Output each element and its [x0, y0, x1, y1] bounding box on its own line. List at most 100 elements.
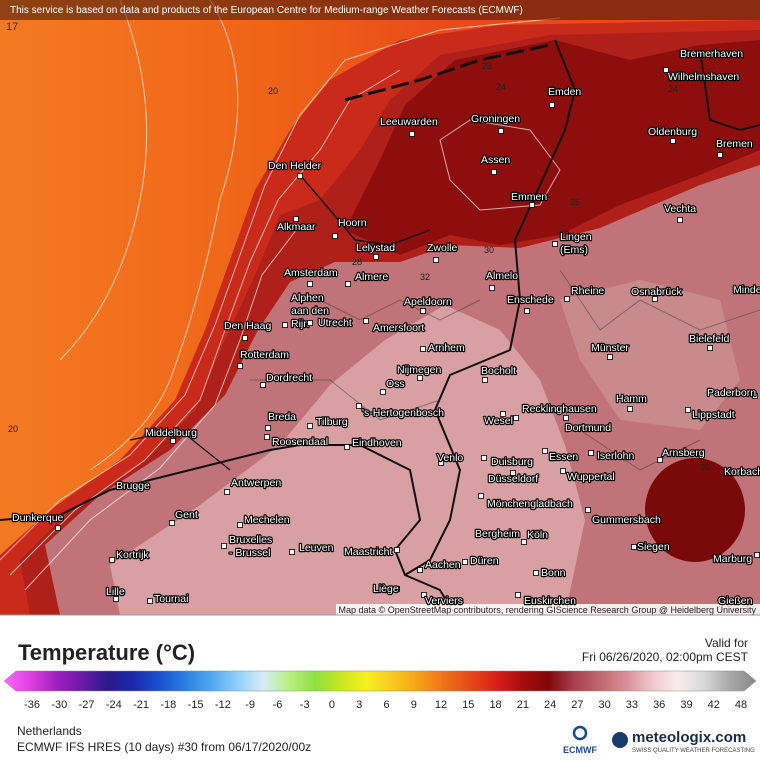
legend-tick: -15: [188, 699, 204, 711]
city-marker: [345, 281, 351, 287]
city-label: Mönchengladbach: [487, 498, 573, 510]
legend-tick: 48: [735, 699, 747, 711]
city-marker: [510, 470, 516, 476]
city-label: Vechta: [664, 203, 696, 215]
city-label: Iserlohn: [597, 450, 635, 462]
city-marker: [670, 138, 676, 144]
city-marker: [113, 596, 119, 602]
city-marker: [657, 457, 663, 463]
city-label: Almelo: [486, 270, 518, 282]
city-marker: [677, 217, 683, 223]
valid-label: Valid for: [705, 636, 748, 650]
city-label: Amersfoort: [373, 322, 424, 334]
city-marker: [717, 152, 723, 158]
attribution: Map data © OpenStreetMap contributors, r…: [339, 605, 757, 615]
city-marker: [344, 444, 350, 450]
legend-tick: 36: [653, 699, 665, 711]
city-marker: [515, 592, 521, 598]
legend-tick: -12: [215, 699, 231, 711]
city-marker: [481, 455, 487, 461]
city-marker: [549, 102, 555, 108]
isotherm-label: 20: [268, 86, 278, 96]
legend-tick: -6: [273, 699, 283, 711]
city-marker: [752, 393, 758, 399]
city-marker: [521, 539, 527, 545]
city-label: Kortrijk: [116, 549, 149, 561]
city-label: Venlo: [437, 452, 463, 464]
city-label: Siegen: [637, 541, 670, 553]
city-marker: [588, 450, 594, 456]
city-marker: [552, 241, 558, 247]
city-marker: [489, 285, 495, 291]
city-marker: [754, 552, 760, 558]
city-marker: [652, 296, 658, 302]
city-marker: [627, 406, 633, 412]
city-label: Apeldoorn: [404, 296, 452, 308]
city-label: Bergheim: [475, 528, 520, 540]
city-label: Wuppertal: [567, 471, 615, 483]
legend-tick: 24: [544, 699, 556, 711]
attribution-bar: [336, 604, 760, 616]
city-label: Oss: [386, 378, 405, 390]
city-marker: [169, 520, 175, 526]
isotherms: [0, 0, 560, 590]
brand-logo: [612, 732, 628, 748]
city-marker: [289, 549, 295, 555]
city-marker: [685, 407, 691, 413]
legend-tick: 42: [708, 699, 720, 711]
city-label: Dunkerque: [12, 512, 64, 524]
city-marker: [307, 423, 313, 429]
land: [560, 280, 740, 430]
map: [0, 0, 760, 615]
legend-tick: 30: [599, 699, 611, 711]
city-marker: [55, 525, 61, 531]
city-label: Middelburg: [145, 427, 197, 439]
brand: meteologix.com: [632, 729, 746, 746]
corner-label: 17: [6, 21, 18, 33]
city-label: Leuven: [299, 542, 334, 554]
legend-tick: 6: [383, 699, 389, 711]
city-marker: [417, 567, 423, 573]
city-marker: [307, 320, 313, 326]
city-label: Zwolle: [427, 242, 458, 254]
city-marker: [332, 233, 338, 239]
isotherm-label: 28: [352, 257, 362, 267]
region: Netherlands: [17, 724, 82, 738]
city-marker: [663, 67, 669, 73]
city-marker: [224, 489, 230, 495]
city-label: Düsseldorf: [488, 473, 538, 485]
city-marker: [307, 281, 313, 287]
city-marker: [631, 544, 637, 550]
city-label: Leeuwarden: [380, 116, 438, 128]
city-marker: [421, 592, 427, 598]
city-marker: [498, 128, 504, 134]
city-marker: [462, 559, 468, 565]
city-label: Liège: [373, 583, 399, 595]
city-label: Duisburg: [491, 456, 533, 468]
city-marker: [529, 202, 535, 208]
city-label: Rijn: [291, 318, 309, 330]
legend-tick: -18: [160, 699, 176, 711]
city-label: Den Helder: [268, 160, 322, 172]
city-label: 's-Hertogenbosch: [362, 407, 444, 419]
city-label: Bielefeld: [689, 333, 729, 345]
city-label: Bremerhaven: [680, 48, 743, 60]
city-label: Bonn: [541, 567, 566, 579]
city-marker: [265, 425, 271, 431]
city-label: Emmen: [511, 191, 547, 203]
ecmwf-logo: [572, 725, 588, 741]
city-label: Wilhelmshaven: [668, 71, 739, 83]
city-label: Minden: [733, 284, 760, 296]
city-label: Korbach: [724, 466, 760, 478]
city-label: aan den: [291, 305, 329, 317]
city-label: Mechelen: [244, 514, 290, 526]
city-marker: [409, 131, 415, 137]
city-label: Verviers: [425, 595, 463, 607]
city-label: Amsterdam: [284, 267, 338, 279]
city-marker: [170, 438, 176, 444]
city-label: Marburg: [713, 553, 752, 565]
legend-tick: 3: [356, 699, 362, 711]
city-marker: [438, 460, 444, 466]
city-marker: [147, 598, 153, 604]
city-label: Enschede: [507, 294, 554, 306]
